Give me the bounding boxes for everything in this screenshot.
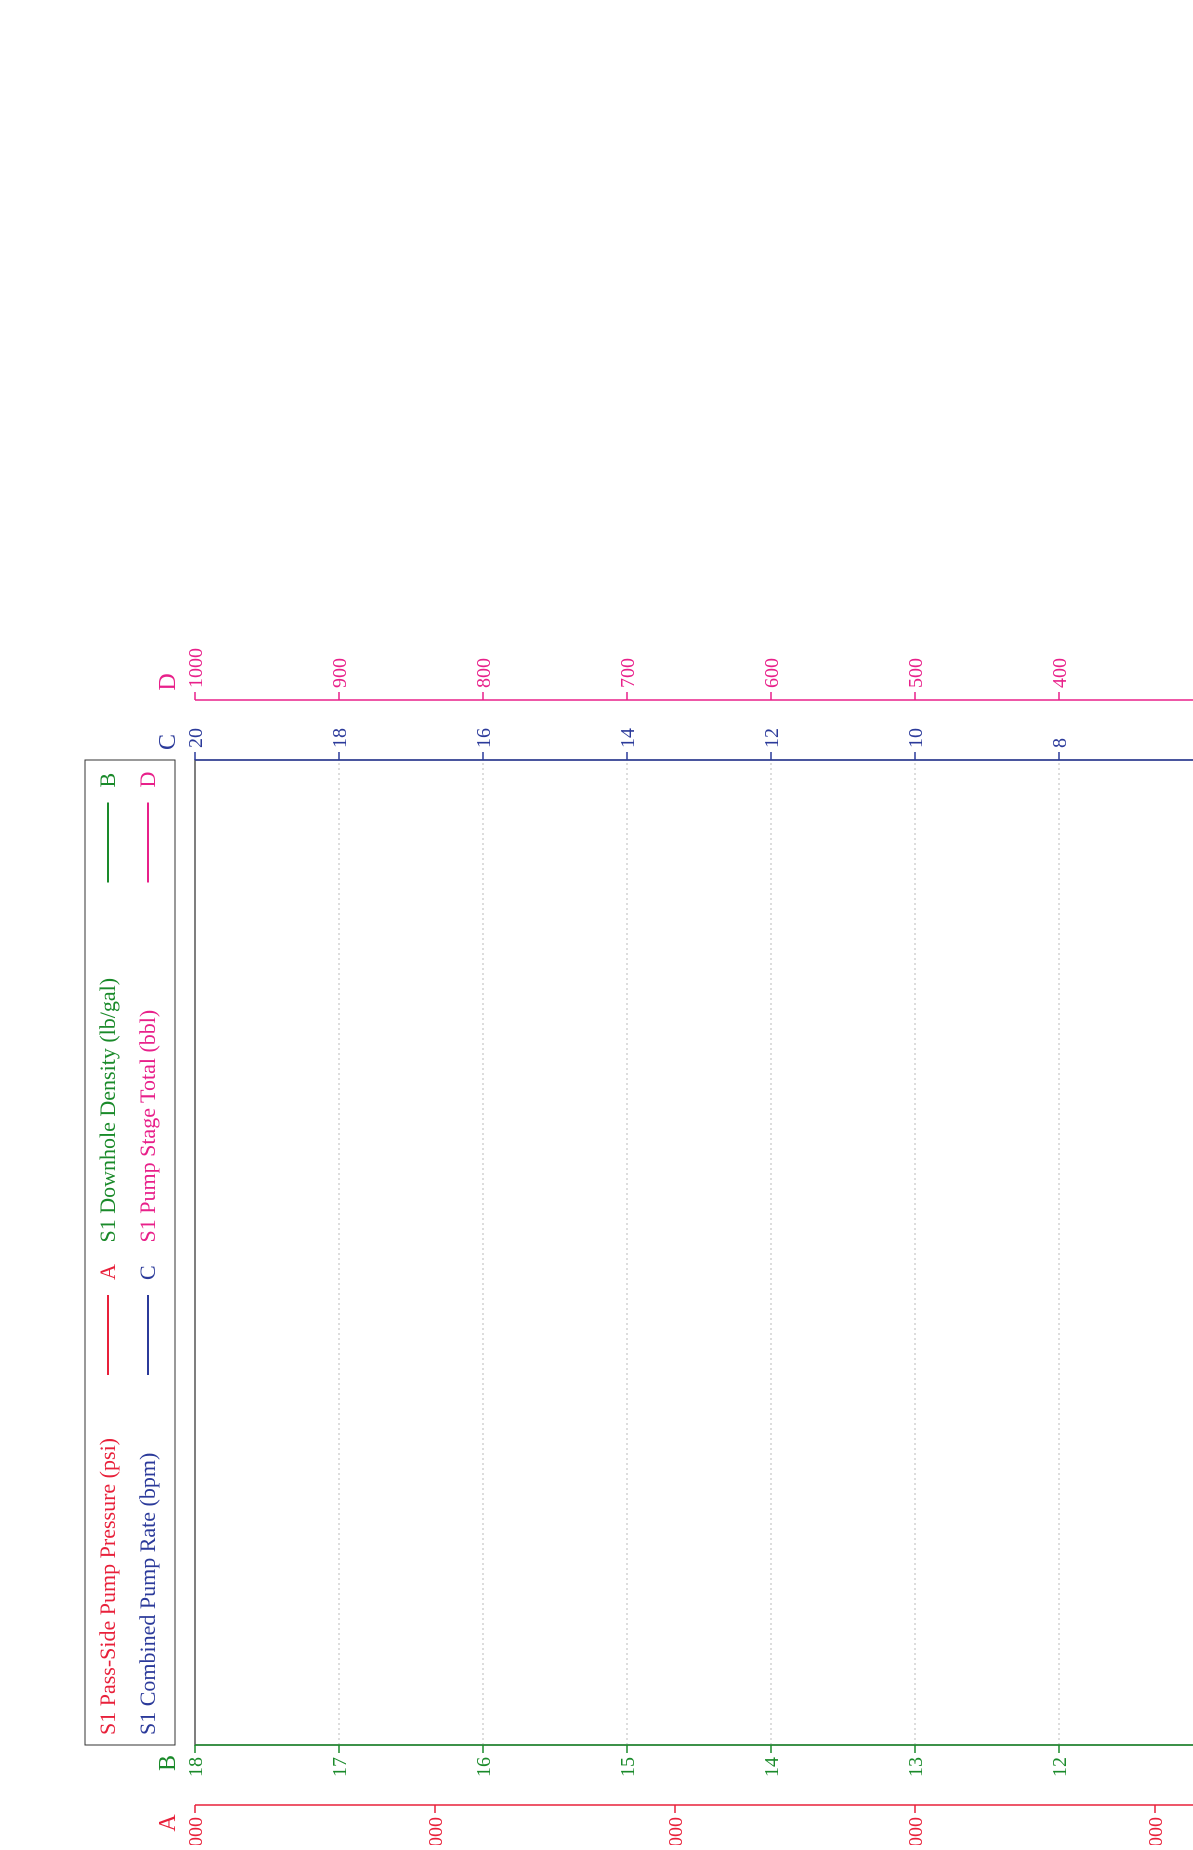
axis-tick-label: 4000 [665,1817,687,1845]
axis-a: 0100020003000400050006000A [155,1804,1193,1850]
axis-tick-label: 14 [617,728,639,748]
axis-tick-label: 700 [617,658,639,688]
axis-tick-label: 13 [905,1757,927,1777]
axis-tick-label: 18 [329,728,351,748]
axis-tick-label: 400 [1049,658,1071,688]
axis-tick-label: 3000 [905,1817,927,1845]
axis-c: 02468101214161820C [155,728,1193,761]
axis-name-label: C [155,734,181,750]
axis-tick-label: 800 [473,658,495,688]
axis-tick-label: 500 [905,658,927,688]
axis-tick-label: 2000 [1145,1817,1167,1845]
axis-tick-label: 10 [905,728,927,748]
axis-tick-label: 20 [185,728,207,748]
axis-name-label: D [155,673,181,690]
axis-tick-label: 1000 [185,648,207,688]
legend-axis-letter: D [135,772,160,788]
legend-label: S1 Combined Pump Rate (bpm) [135,1453,160,1735]
axis-tick-label: 12 [761,728,783,748]
legend-label: S1 Pump Stage Total (bbl) [135,1010,160,1243]
axis-d: 01002003004005006007008009001000D [155,648,1193,701]
axis-tick-label: 16 [473,728,495,748]
rotation-group: 1234567891011121389101112131415161718B01… [84,648,1193,1850]
axis-tick-label: 18 [185,1757,207,1777]
axis-b: 89101112131415161718B [155,1744,1193,1777]
legend-box [84,759,176,1746]
legend-label: S1 Downhole Density (lb/gal) [95,978,120,1243]
axis-tick-label: 6000 [185,1817,207,1845]
axis-tick-label: 14 [761,1757,783,1777]
axis-tick-label: 8 [1049,738,1071,748]
legend-axis-letter: A [95,1264,120,1280]
axis-name-label: A [155,1814,181,1832]
axis-tick-label: 5000 [425,1817,447,1845]
axis-tick-label: 900 [329,658,351,688]
plot-frame [194,759,1193,1746]
gridlines [338,760,1060,1745]
axis-tick-label: 16 [473,1757,495,1777]
axis-tick-label: 12 [1049,1757,1071,1777]
axis-tick-label: 17 [329,1757,351,1777]
legend-label: S1 Pass-Side Pump Pressure (psi) [95,1438,120,1735]
axis-tick-label: 15 [617,1757,639,1777]
legend: S1 Pass-Side Pump Pressure (psi) A S1 Down… [84,759,176,1746]
axis-tick-label: 600 [761,658,783,688]
axis-name-label: B [155,1755,181,1771]
legend-axis-letter: B [95,773,120,788]
legend-axis-letter: C [135,1265,160,1280]
